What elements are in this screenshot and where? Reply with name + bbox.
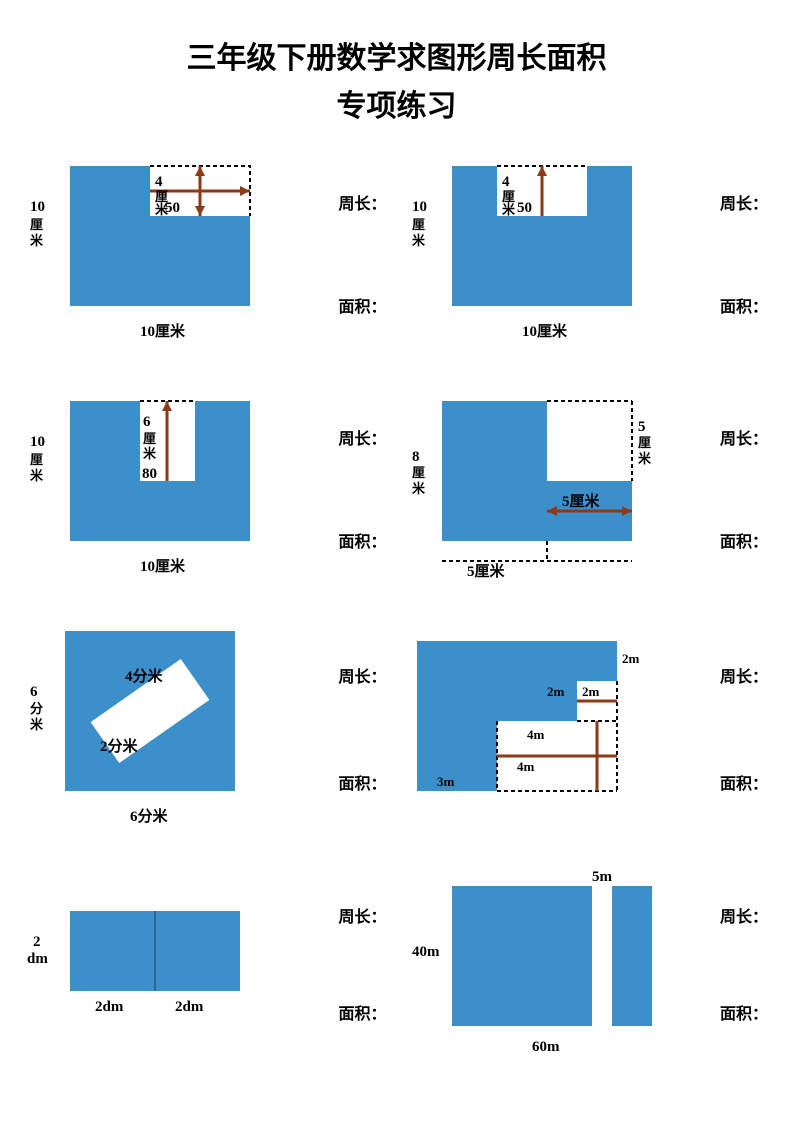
svg-text:米: 米: [143, 446, 157, 461]
shape5-svg: 4分米 2分米 6 分 米 6分米: [25, 621, 285, 831]
svg-text:分: 分: [30, 701, 43, 716]
svg-text:米: 米: [502, 202, 516, 217]
svg-text:4: 4: [502, 174, 510, 190]
area-label: 面积：: [338, 1000, 386, 1024]
svg-text:厘: 厘: [30, 217, 43, 232]
shape6-svg: 2m 2m 2m 4m 4m 3m: [407, 631, 677, 821]
svg-text:米: 米: [412, 481, 426, 496]
svg-text:2m: 2m: [582, 684, 600, 699]
shape7-svg: 2 dm 2dm 2dm: [25, 891, 275, 1031]
area-label: 面积：: [338, 293, 386, 317]
area-label: 面积：: [720, 770, 768, 794]
title-line2: 专项练习: [0, 83, 793, 131]
svg-text:米: 米: [30, 468, 44, 483]
svg-text:8: 8: [412, 449, 420, 465]
perimeter-label: 周长：: [720, 190, 768, 214]
shape8-svg: 5m 40m 60m: [407, 866, 687, 1056]
svg-text:60m: 60m: [532, 1039, 560, 1055]
title-line1: 三年级下册数学求图形周长面积: [0, 35, 793, 83]
svg-text:10: 10: [412, 199, 427, 215]
svg-text:2dm: 2dm: [95, 999, 124, 1015]
svg-text:50: 50: [165, 200, 180, 216]
area-label: 面积：: [338, 528, 386, 552]
perimeter-label: 周长：: [338, 663, 386, 687]
shape3-svg: 6 厘 米 80 10 厘 米 10厘米: [25, 386, 285, 586]
problem-2: 4 厘 米 50 10 厘 米 10厘米 周长： 面积：: [407, 151, 769, 356]
svg-text:2m: 2m: [622, 651, 640, 666]
svg-text:50: 50: [517, 200, 532, 216]
svg-text:40m: 40m: [412, 944, 440, 960]
svg-text:6: 6: [143, 414, 151, 430]
svg-text:5: 5: [638, 419, 646, 435]
problem-1: 4 厘 米 50 10 厘 米 10厘米 周长： 面积：: [25, 151, 387, 356]
worksheet-grid: 4 厘 米 50 10 厘 米 10厘米 周长： 面积：: [0, 131, 793, 1091]
perimeter-label: 周长：: [720, 663, 768, 687]
svg-text:4m: 4m: [517, 759, 535, 774]
problem-8: 5m 40m 60m 周长： 面积：: [407, 866, 769, 1061]
area-label: 面积：: [338, 770, 386, 794]
svg-text:5m: 5m: [592, 869, 613, 885]
svg-text:4: 4: [155, 174, 163, 190]
problem-7: 2 dm 2dm 2dm 周长： 面积：: [25, 866, 387, 1061]
perimeter-label: 周长：: [720, 425, 768, 449]
svg-text:2: 2: [33, 934, 41, 950]
svg-text:5厘米: 5厘米: [562, 492, 601, 510]
svg-text:10厘米: 10厘米: [522, 322, 568, 340]
svg-text:米: 米: [30, 717, 44, 732]
svg-text:3m: 3m: [437, 774, 455, 789]
problem-4: 5厘米 5 厘 米 8 厘 米 5厘米 周长： 面积：: [407, 386, 769, 591]
problem-3: 6 厘 米 80 10 厘 米 10厘米 周长： 面积：: [25, 386, 387, 591]
perimeter-label: 周长：: [338, 425, 386, 449]
area-label: 面积：: [720, 528, 768, 552]
svg-text:6分米: 6分米: [130, 807, 169, 825]
shape2-svg: 4 厘 米 50 10 厘 米 10厘米: [407, 151, 667, 351]
problem-6: 2m 2m 2m 4m 4m 3m 周长： 面积：: [407, 621, 769, 836]
svg-text:厘: 厘: [412, 217, 425, 232]
svg-text:米: 米: [412, 233, 426, 248]
svg-text:2dm: 2dm: [175, 999, 204, 1015]
svg-text:厘: 厘: [143, 431, 156, 446]
svg-text:4分米: 4分米: [125, 667, 164, 685]
svg-text:80: 80: [142, 466, 157, 482]
svg-text:米: 米: [30, 233, 44, 248]
area-label: 面积：: [720, 1000, 768, 1024]
svg-text:10: 10: [30, 434, 45, 450]
svg-text:厘: 厘: [638, 435, 651, 450]
perimeter-label: 周长：: [338, 190, 386, 214]
perimeter-label: 周长：: [720, 903, 768, 927]
svg-text:2m: 2m: [547, 684, 565, 699]
svg-text:4m: 4m: [527, 727, 545, 742]
shape1-svg: 4 厘 米 50 10 厘 米 10厘米: [25, 151, 285, 351]
problem-5: 4分米 2分米 6 分 米 6分米 周长： 面积：: [25, 621, 387, 836]
svg-text:厘: 厘: [412, 465, 425, 480]
shape4-svg: 5厘米 5 厘 米 8 厘 米 5厘米: [407, 391, 677, 581]
svg-text:厘: 厘: [30, 452, 43, 467]
svg-text:6: 6: [30, 684, 38, 700]
svg-text:米: 米: [638, 451, 652, 466]
svg-text:10: 10: [30, 199, 45, 215]
svg-text:2分米: 2分米: [100, 737, 139, 755]
perimeter-label: 周长：: [338, 903, 386, 927]
svg-text:dm: dm: [27, 951, 48, 967]
area-label: 面积：: [720, 293, 768, 317]
svg-text:5厘米: 5厘米: [467, 562, 506, 580]
svg-text:10厘米: 10厘米: [140, 557, 186, 575]
svg-text:10厘米: 10厘米: [140, 322, 186, 340]
